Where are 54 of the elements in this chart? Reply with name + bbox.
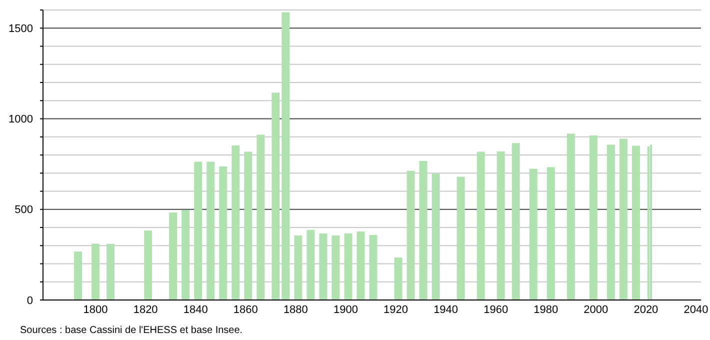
y-tick-label: 1000 bbox=[8, 114, 33, 126]
x-tick-label: 1960 bbox=[484, 304, 508, 316]
bar bbox=[282, 12, 290, 300]
bar bbox=[419, 160, 428, 300]
bar bbox=[619, 138, 628, 300]
x-tick-label: 2000 bbox=[584, 304, 608, 316]
bar bbox=[546, 167, 555, 300]
bar bbox=[306, 230, 315, 300]
bar bbox=[529, 168, 538, 300]
bar bbox=[496, 151, 505, 300]
bar bbox=[406, 170, 415, 300]
bar bbox=[332, 235, 340, 300]
x-tick-label: 2020 bbox=[634, 304, 658, 316]
bar bbox=[194, 162, 202, 300]
bar bbox=[144, 230, 152, 300]
bar bbox=[74, 252, 82, 300]
x-tick-label: 2040 bbox=[684, 304, 708, 316]
bar bbox=[256, 134, 265, 300]
bar bbox=[356, 231, 365, 300]
y-tick-label: 500 bbox=[14, 204, 33, 216]
bar bbox=[394, 258, 402, 300]
bar bbox=[182, 210, 190, 300]
x-tick-label: 1800 bbox=[83, 304, 108, 316]
y-tick-label: 1500 bbox=[8, 22, 33, 35]
bar bbox=[206, 162, 215, 300]
bar bbox=[632, 146, 640, 300]
bar bbox=[294, 235, 302, 300]
bar bbox=[344, 233, 352, 300]
bar bbox=[244, 152, 252, 300]
y-tick-label: 0 bbox=[26, 294, 33, 307]
bar bbox=[566, 134, 575, 300]
bar bbox=[92, 244, 100, 300]
bar bbox=[319, 233, 328, 300]
bar bbox=[512, 143, 520, 300]
bar bbox=[456, 176, 465, 300]
bar bbox=[369, 234, 378, 300]
bar bbox=[606, 144, 615, 300]
source-note: Sources : base Cassini de l'EHESS et base Insee. bbox=[20, 325, 243, 336]
x-tick-label: 1880 bbox=[283, 304, 308, 316]
bar bbox=[272, 92, 280, 300]
x-tick-label: 1860 bbox=[233, 304, 258, 316]
x-tick-label: 1920 bbox=[384, 304, 408, 316]
x-tick-label: 1980 bbox=[534, 304, 558, 316]
bar bbox=[432, 174, 440, 300]
bar bbox=[476, 152, 485, 300]
x-tick-label: 1840 bbox=[183, 304, 208, 316]
x-tick-label: 1820 bbox=[133, 304, 158, 316]
bar bbox=[589, 135, 598, 300]
x-tick-label: 1900 bbox=[333, 304, 358, 316]
bar bbox=[106, 244, 115, 300]
bar bbox=[169, 212, 178, 300]
bar bbox=[232, 145, 240, 300]
bar bbox=[219, 166, 228, 300]
x-tick-label: 1940 bbox=[434, 304, 458, 316]
